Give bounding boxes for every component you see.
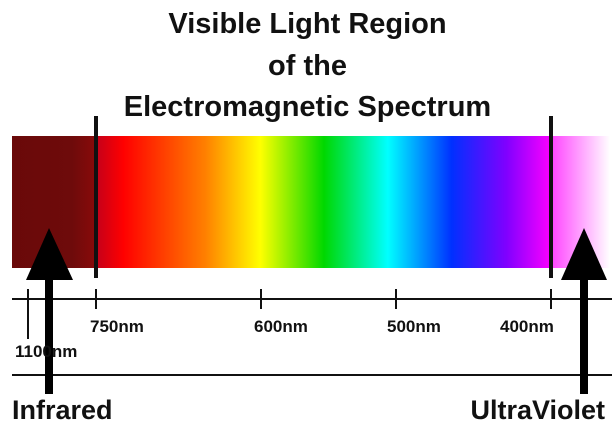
- infrared-label: Infrared: [12, 395, 113, 425]
- tick-label-750: 750nm: [90, 317, 144, 336]
- ultraviolet-arrow-shaft: [580, 272, 588, 394]
- tick-label-600: 600nm: [254, 317, 308, 336]
- infrared-arrow-shaft: [45, 272, 53, 394]
- infrared-arrow-head-icon: [26, 228, 73, 280]
- tick-label-400: 400nm: [500, 317, 554, 336]
- title-line-2: of the: [268, 50, 347, 82]
- title-line-1: Visible Light Region: [168, 8, 447, 40]
- ultraviolet-label: UltraViolet: [470, 395, 605, 425]
- visible-band: [96, 136, 552, 268]
- tick-label-1100: 1100nm: [15, 342, 78, 361]
- tick-label-500: 500nm: [387, 317, 441, 336]
- title-line-3: Electromagnetic Spectrum: [123, 91, 492, 123]
- ultraviolet-arrow-head-icon: [561, 228, 607, 280]
